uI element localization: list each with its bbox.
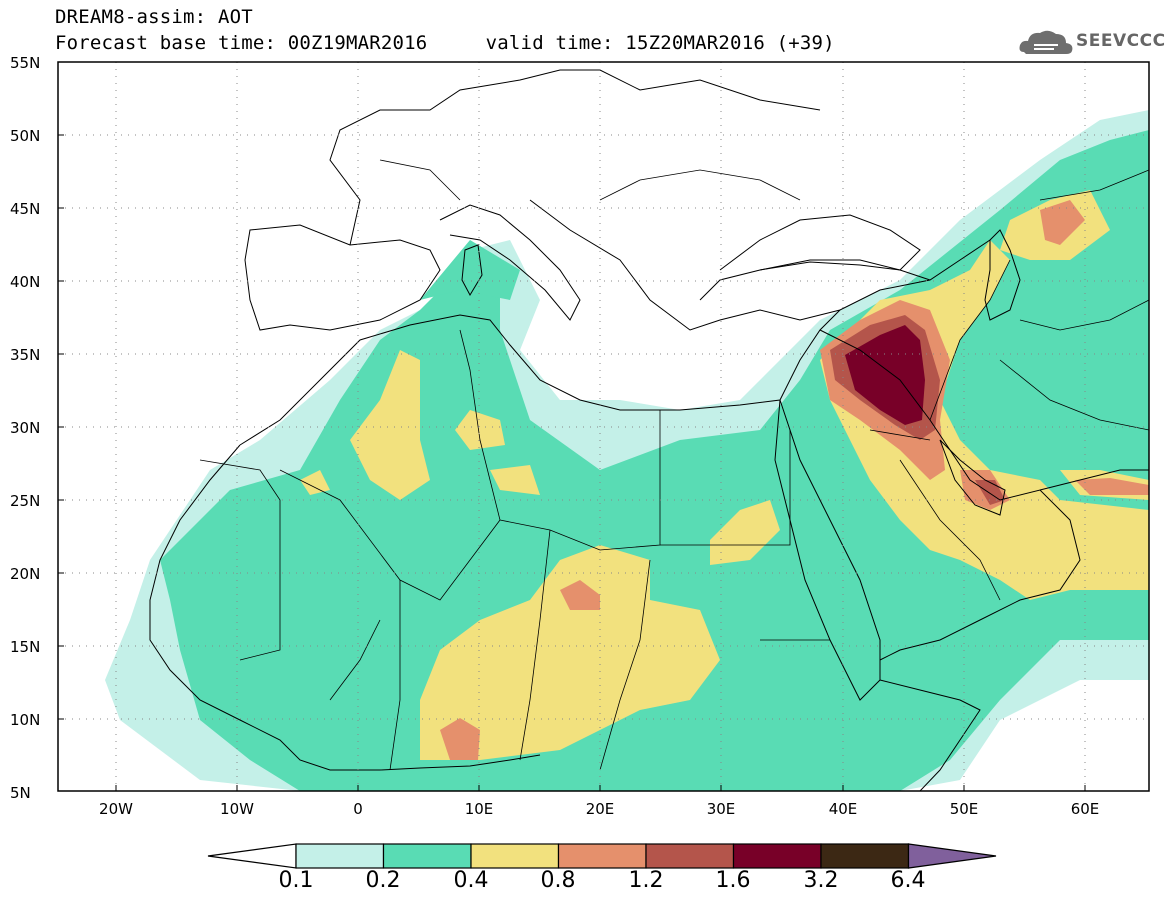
lat-label-35n: 35N: [10, 346, 41, 364]
lat-label-5n: 5N: [10, 784, 31, 802]
title-line-2: Forecast base time: 00Z19MAR2016 valid t…: [55, 32, 835, 54]
lat-label-20n: 20N: [10, 565, 41, 583]
lat-label-30n: 30N: [10, 419, 41, 437]
colorbar-label-0.4: 0.4: [453, 868, 489, 893]
lon-label-50e: 50E: [949, 800, 979, 818]
lon-label-0: 0: [353, 800, 363, 818]
logo-text: SEEVCCC: [1076, 31, 1165, 51]
lon-label-30e: 30E: [706, 800, 736, 818]
aot-band-0.2: [160, 130, 1149, 791]
lon-label-20w: 20W: [99, 800, 133, 818]
colorbar-label-0.1: 0.1: [278, 868, 314, 893]
coastlines: [149, 69, 1149, 791]
colorbar-label-1.6: 1.6: [715, 868, 751, 893]
lon-label-10w: 10W: [220, 800, 254, 818]
graticule: [58, 62, 1149, 791]
cloud-logo-icon: [1019, 30, 1073, 54]
colorbar-label-3.2: 3.2: [803, 868, 839, 893]
tick-marks: [58, 134, 1086, 791]
lon-label-10e: 10E: [464, 800, 494, 818]
lat-label-40n: 40N: [10, 273, 41, 291]
lat-label-55n: 55N: [10, 54, 41, 72]
lon-label-40e: 40E: [828, 800, 858, 818]
colorbar-label-1.2: 1.2: [628, 868, 664, 893]
title-line-1: DREAM8-assim: AOT: [55, 6, 253, 28]
lon-label-20e: 20E: [585, 800, 615, 818]
lat-label-10n: 10N: [10, 711, 41, 729]
colorbar-label-0.2: 0.2: [365, 868, 401, 893]
lat-label-15n: 15N: [10, 638, 41, 656]
country-borders: [199, 159, 1149, 771]
colorbar-label-6.4: 6.4: [890, 868, 926, 893]
lon-label-60e: 60E: [1070, 800, 1100, 818]
lat-label-45n: 45N: [10, 200, 41, 218]
colorbar-label-0.8: 0.8: [540, 868, 576, 893]
lat-label-50n: 50N: [10, 127, 41, 145]
aot-band-1.6: [845, 325, 925, 425]
lat-label-25n: 25N: [10, 492, 41, 510]
